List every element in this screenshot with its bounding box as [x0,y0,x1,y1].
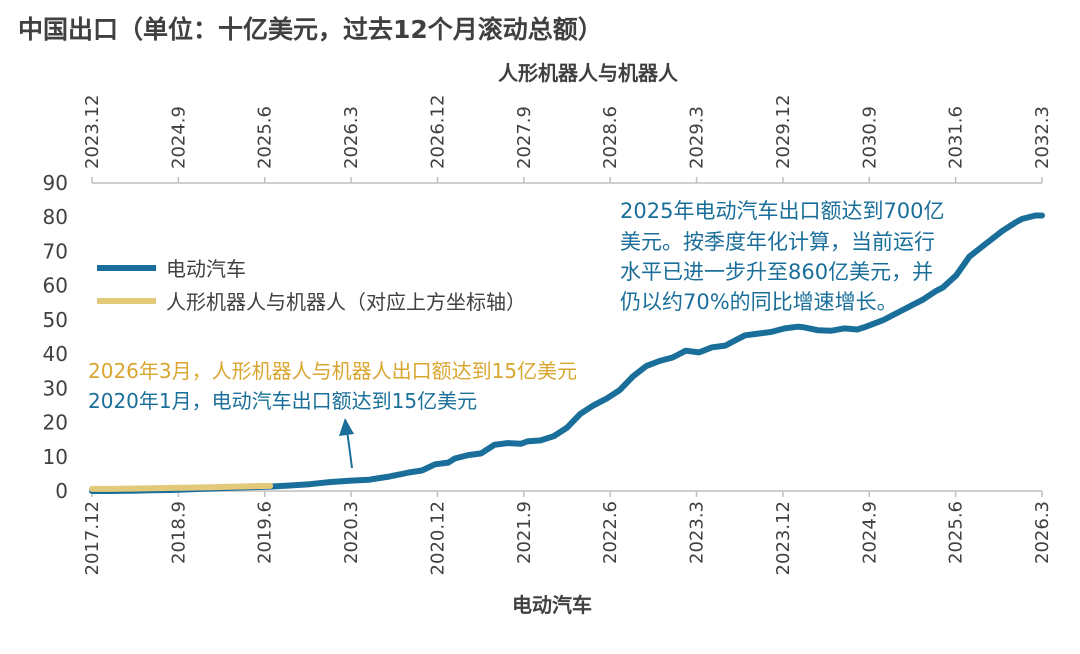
top-tick-label: 2026.3 [341,106,362,169]
bottom-tick-label: 2017.12 [82,501,103,575]
top-tick-label: 2028.6 [600,106,621,169]
ev-annotation: 2020年1月，电动汽车出口额达到15亿美元 [88,389,477,413]
top-tick-label: 2024.9 [168,106,189,169]
top-tick-label: 2026.12 [427,95,448,169]
y-tick-label: 0 [55,479,68,503]
top-tick-label: 2025.6 [255,106,276,169]
series-line-robot [89,482,274,492]
series-line-ev [89,212,1045,494]
y-tick-label: 60 [43,274,68,298]
y-tick-label: 30 [43,376,68,400]
ev-callout: 2025年电动汽车出口额达到700亿 美元。按季度年化计算，当前运行 水平已进一… [620,199,945,314]
top-tick-label: 2029.3 [687,106,708,169]
top-tick-label: 2023.12 [82,95,103,169]
y-tick-label: 50 [43,308,68,332]
ev-callout-line-4: 仍以约70%的同比增速增长。 [620,290,898,314]
ev-callout-line-2: 美元。按季度年化计算，当前运行 [620,230,935,254]
bottom-tick-label: 2020.12 [427,501,448,575]
bottom-tick-label: 2025.6 [946,501,967,564]
bottom-tick-label: 2019.6 [255,501,276,564]
bottom-tick-label: 2023.3 [687,501,708,564]
bottom-axis-title: 电动汽车 [512,593,592,617]
y-tick-label: 90 [43,171,68,195]
y-tick-label: 70 [43,239,68,263]
top-axis-title: 人形机器人与机器人 [498,61,679,85]
series-layer [89,212,1045,494]
legend: 电动汽车 人形机器人与机器人（对应上方坐标轴） [97,257,526,314]
bottom-tick-label: 2023.12 [773,501,794,575]
chart-title: 中国出口（单位：十亿美元，过去12个月滚动总额） [18,15,603,44]
ev-callout-line-3: 水平已进一步升至860亿美元，并 [620,260,933,284]
y-tick-label: 40 [43,342,68,366]
bottom-tick-label: 2026.3 [1032,501,1053,564]
top-tick-label: 2031.6 [946,106,967,169]
y-tick-label: 80 [43,205,68,229]
bottom-tick-label: 2020.3 [341,501,362,564]
top-tick-label: 2030.9 [859,106,880,169]
y-tick-label: 10 [43,445,68,469]
bottom-tick-label: 2021.9 [514,501,535,564]
bottom-axis: 2017.12 2018.9 2019.6 2020.3 2020.12 2021.9 20… [82,490,1053,575]
annotation-arrow [339,418,354,469]
top-axis: 2023.12 2024.9 2025.6 2026.3 2026.12 2027.9 20… [82,95,1053,184]
top-tick-label: 2027.9 [514,106,535,169]
bottom-tick-label: 2024.9 [859,501,880,564]
bottom-tick-label: 2022.6 [600,501,621,564]
y-axis-ticks: 0 10 20 30 40 50 60 70 80 90 [43,171,68,503]
robot-annotation: 2026年3月，人形机器人与机器人出口额达到15亿美元 [88,359,577,383]
legend-label-ev: 电动汽车 [166,257,246,281]
top-tick-label: 2032.3 [1032,106,1053,169]
top-tick-label: 2029.12 [773,95,794,169]
bottom-tick-label: 2018.9 [168,501,189,564]
y-tick-label: 20 [43,411,68,435]
ev-callout-line-1: 2025年电动汽车出口额达到700亿 [620,199,945,223]
legend-label-robot: 人形机器人与机器人（对应上方坐标轴） [166,290,526,314]
